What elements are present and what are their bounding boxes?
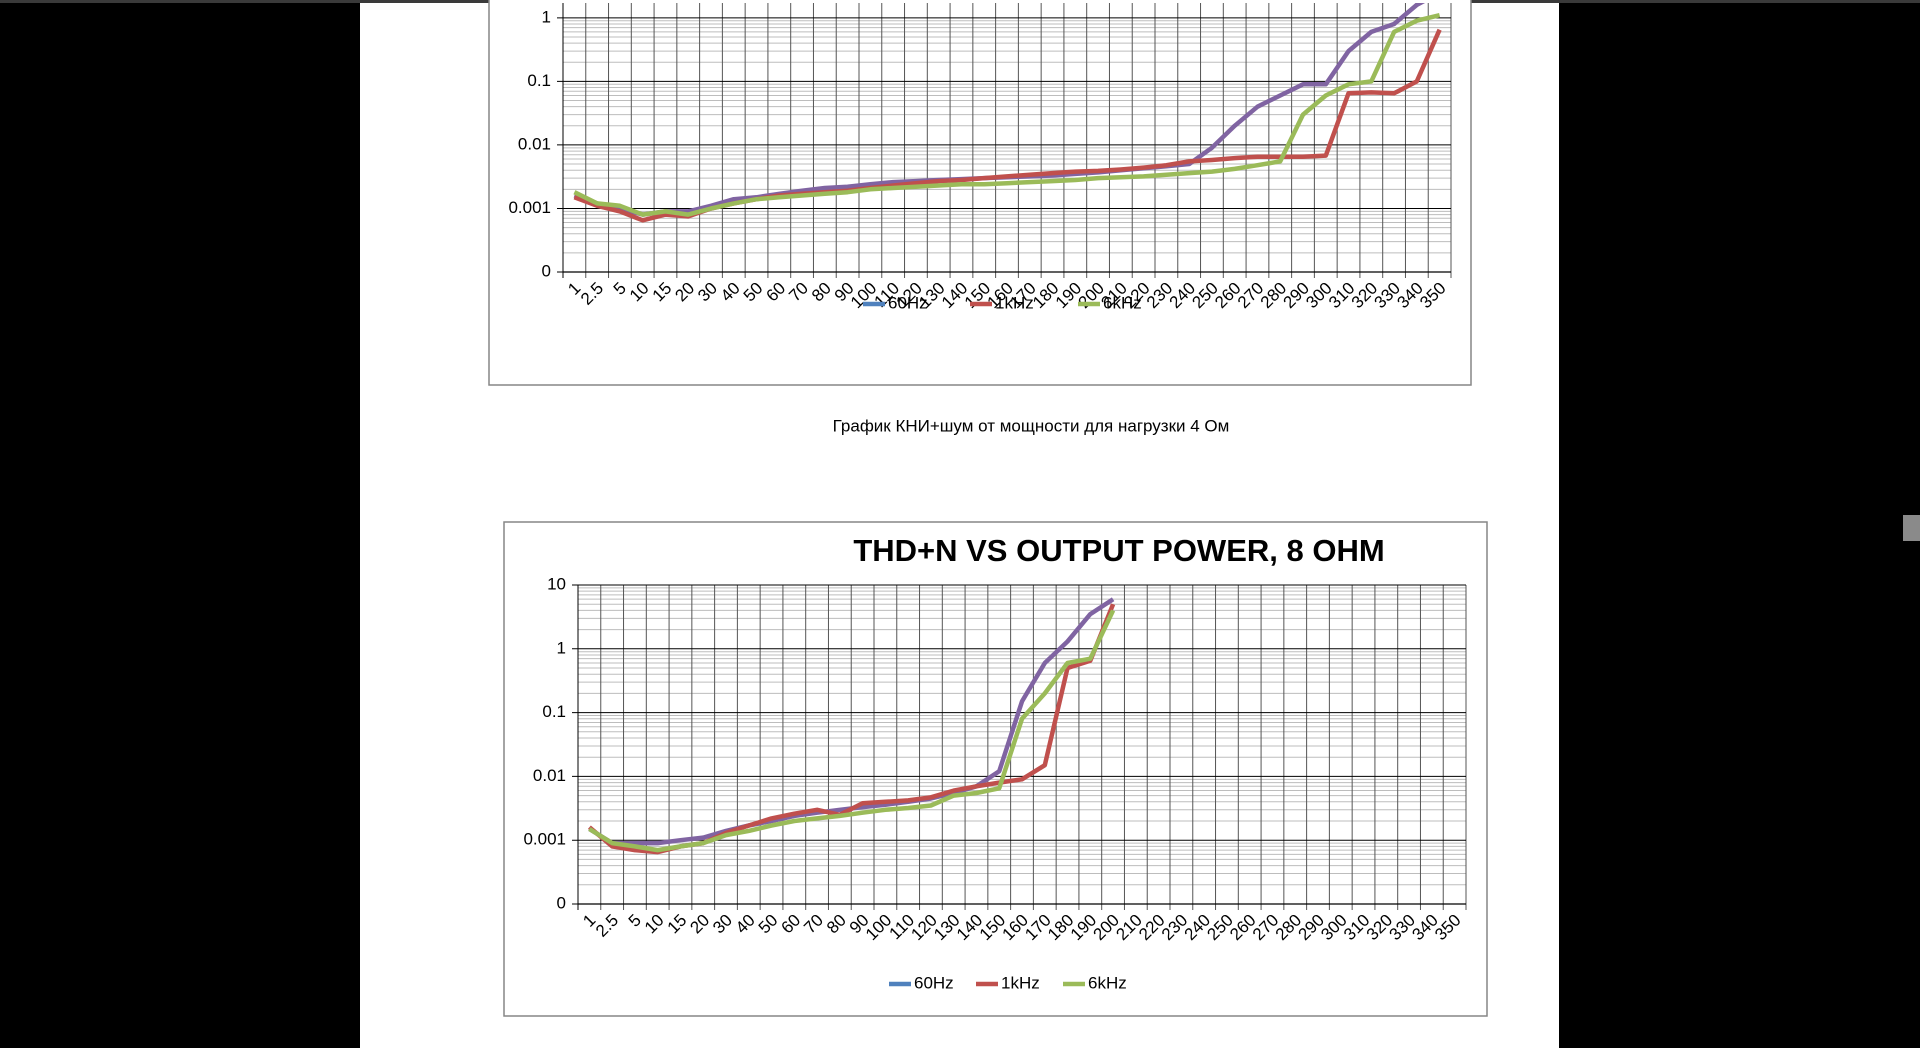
y-tick-label: 0.1 bbox=[527, 71, 551, 90]
y-tick-label: 0.01 bbox=[533, 766, 566, 785]
y-tick-label: 1 bbox=[542, 7, 551, 26]
legend-label: 60Hz bbox=[914, 973, 954, 992]
legend-label: 1kHz bbox=[1001, 973, 1040, 992]
legend-label: 6kHz bbox=[1103, 293, 1142, 312]
y-tick-label: 0.01 bbox=[518, 134, 551, 153]
y-tick-label: 0.001 bbox=[508, 198, 551, 217]
caption: График КНИ+шум от мощности для нагрузки … bbox=[833, 416, 1230, 435]
chart-frame bbox=[503, 521, 1488, 1017]
y-tick-label: 10 bbox=[547, 574, 566, 593]
y-tick-label: 0.001 bbox=[523, 830, 566, 849]
series-line bbox=[588, 609, 1116, 853]
scrollbar-thumb[interactable] bbox=[1903, 515, 1920, 541]
series-line bbox=[573, 13, 1441, 217]
legend-label: 6kHz bbox=[1088, 973, 1127, 992]
y-tick-label: 0 bbox=[542, 261, 551, 280]
y-tick-label: 0 bbox=[557, 893, 566, 912]
legend-label: 60Hz bbox=[888, 293, 928, 312]
legend-label: 1kHz bbox=[995, 293, 1034, 312]
chart-frame bbox=[488, 0, 1472, 386]
chart-title: THD+N VS OUTPUT POWER, 8 OHM bbox=[853, 533, 1384, 568]
y-tick-label: 1 bbox=[557, 638, 566, 657]
y-tick-label: 0.1 bbox=[542, 702, 566, 721]
